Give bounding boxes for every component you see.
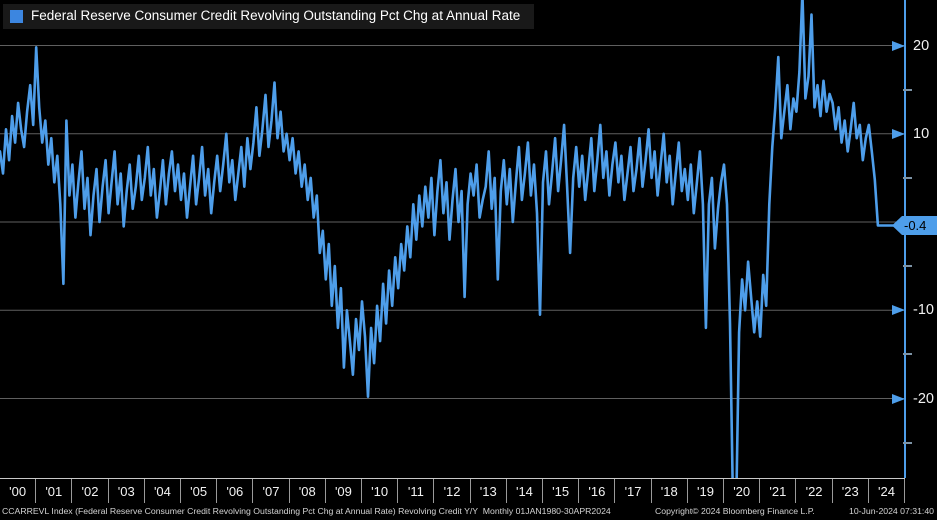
x-axis-year-cell: '00 [0, 479, 37, 503]
x-year-label: '12 [443, 484, 461, 499]
x-axis-year-cell: '04 [145, 479, 182, 503]
chart-canvas [0, 0, 905, 478]
y-minor-tick [903, 441, 912, 444]
status-bar: CCARREVL Index (Federal Reserve Consumer… [0, 504, 937, 520]
x-year-label: '13 [479, 484, 497, 499]
y-tick-arrow-icon [892, 393, 905, 404]
x-axis-year-cell: '17 [615, 479, 652, 503]
x-axis-year-cell: '07 [253, 479, 290, 503]
y-minor-tick [903, 353, 912, 356]
x-year-label: '11 [407, 484, 424, 499]
x-year-label: '10 [371, 484, 389, 499]
x-year-label: '04 [153, 484, 171, 499]
x-year-label: '02 [81, 484, 99, 499]
y-tick-arrow-icon [892, 40, 905, 51]
x-axis-year-cell: '16 [579, 479, 616, 503]
x-axis-year-cell: '03 [109, 479, 145, 503]
y-minor-tick [903, 265, 912, 268]
x-axis-year-cell: '23 [833, 479, 869, 503]
x-axis-year-cell: '08 [290, 479, 326, 503]
x-year-label: '03 [117, 484, 135, 499]
y-minor-tick [903, 88, 912, 91]
x-axis-year-cell: '22 [796, 479, 833, 503]
x-year-label: '19 [696, 484, 714, 499]
x-year-label: '08 [298, 484, 316, 499]
x-year-label: '05 [190, 484, 208, 499]
y-tick-label: 10 [913, 125, 930, 142]
last-value-badge: -0.4 [892, 216, 937, 236]
x-year-label: '00 [9, 484, 27, 499]
x-axis-year-cell: '24 [869, 479, 906, 503]
y-tick-label: -10 [913, 302, 934, 319]
x-year-label: '24 [878, 484, 895, 499]
x-axis-year-cell: '05 [181, 479, 218, 503]
plot-area[interactable]: Federal Reserve Consumer Credit Revolvin… [0, 0, 905, 478]
series-line [0, 0, 895, 478]
footer-description: CCARREVL Index (Federal Reserve Consumer… [2, 506, 611, 516]
x-axis-year-cell: '01 [36, 479, 73, 503]
y-tick-arrow-icon [892, 305, 905, 316]
y-tick-label: 20 [913, 37, 930, 54]
y-tick-label: -20 [913, 390, 934, 407]
x-year-label: '23 [841, 484, 859, 499]
x-year-label: '06 [226, 484, 244, 499]
x-year-label: '01 [45, 484, 63, 499]
legend[interactable]: Federal Reserve Consumer Credit Revolvin… [3, 4, 535, 29]
y-tick-arrow-icon [892, 128, 905, 139]
x-year-label: '18 [660, 484, 678, 499]
x-axis-year-cell: '10 [362, 479, 399, 503]
legend-label: Federal Reserve Consumer Credit Revolvin… [31, 8, 521, 23]
x-axis-year-cell: '12 [434, 479, 471, 503]
x-year-label: '07 [262, 484, 280, 499]
y-axis-line [904, 0, 906, 478]
x-year-label: '20 [733, 484, 751, 499]
footer-timestamp: 10-Jun-2024 07:31:40 [848, 506, 934, 516]
legend-swatch-icon [10, 9, 23, 23]
x-year-label: '21 [769, 484, 787, 499]
x-year-label: '09 [334, 484, 352, 499]
footer-copyright: Copyright© 2024 Bloomberg Finance L.P. [655, 506, 815, 516]
x-axis-year-cell: '18 [652, 479, 688, 503]
x-axis-year-cell: '14 [507, 479, 544, 503]
x-axis-year-cell: '20 [724, 479, 761, 503]
x-axis-year-cell: '11 [398, 479, 435, 503]
x-year-label: '16 [588, 484, 606, 499]
x-year-label: '22 [805, 484, 823, 499]
x-year-label: '14 [515, 484, 533, 499]
y-minor-tick [903, 176, 912, 179]
x-axis-year-cell: '19 [688, 479, 725, 503]
x-year-label: '17 [624, 484, 642, 499]
x-axis-year-cell: '09 [326, 479, 363, 503]
x-axis: '00 '01 '02 '03 '04 '05 '06 '07 '08 '09 '10 '11 '12 '… [0, 478, 906, 503]
x-axis-year-cell: '02 [72, 479, 109, 503]
x-year-label: '15 [552, 484, 570, 499]
x-axis-year-cell: '06 [217, 479, 254, 503]
x-axis-year-cell: '15 [543, 479, 580, 503]
x-axis-year-cell: '21 [760, 479, 797, 503]
x-axis-year-cell: '13 [471, 479, 507, 503]
